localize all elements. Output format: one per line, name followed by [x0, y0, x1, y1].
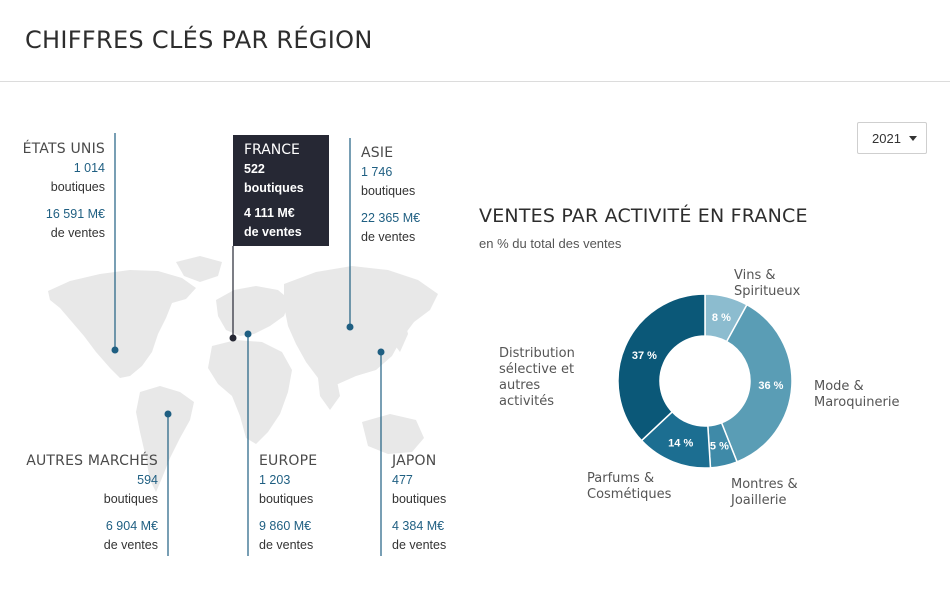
- region-france: FRANCE 522 boutiques 4 111 M€ de ventes: [233, 135, 329, 246]
- region-sales: 9 860 M€: [259, 519, 312, 533]
- map-japan: [394, 318, 408, 352]
- region-sales-label: de ventes: [259, 538, 314, 552]
- region-stores: 594: [137, 473, 158, 487]
- region-name: EUROPE: [259, 453, 318, 469]
- region-name: AUTRES MARCHÉS: [26, 453, 158, 469]
- region-name: ASIE: [361, 145, 394, 161]
- map-india: [318, 376, 340, 410]
- category-label-distribution: Distribution sélective et autres activit…: [499, 346, 575, 409]
- marker-france: [229, 334, 237, 342]
- region-sales-label: de ventes: [392, 538, 447, 552]
- category-label-mode: Mode & Maroquinerie: [814, 379, 900, 410]
- marker-etats-unis: [111, 346, 119, 354]
- region-sales: 22 365 M€: [361, 211, 421, 225]
- region-stores: 1 746: [361, 165, 393, 179]
- marker-japon: [377, 348, 385, 356]
- chart-subtitle: en % du total des ventes: [479, 236, 622, 251]
- category-label-vins: Vins & Spiritueux: [734, 268, 801, 299]
- region-stores-label: boutiques: [259, 492, 314, 506]
- map-greenland: [176, 256, 222, 282]
- map-north-america: [48, 270, 196, 378]
- category-label-parfums: Parfums & Cosmétiques: [587, 471, 672, 502]
- donut-slice-label: 36 %: [758, 380, 783, 392]
- map-europe: [216, 286, 290, 336]
- page-title: CHIFFRES CLÉS PAR RÉGION: [25, 26, 373, 54]
- marker-europe: [244, 330, 252, 338]
- region-sales-label: de ventes: [244, 225, 302, 239]
- region-europe: EUROPE 1 203 boutiques 9 860 M€ de vente…: [259, 452, 349, 555]
- donut-slice-label: 14 %: [668, 437, 693, 449]
- region-sales-label: de ventes: [103, 538, 158, 552]
- region-stores-label: boutiques: [361, 184, 416, 198]
- region-name: JAPON: [392, 453, 437, 469]
- category-label-montres: Montres & Joaillerie: [731, 477, 798, 508]
- donut-slice: [720, 303, 793, 463]
- region-stores: 477: [392, 473, 413, 487]
- region-name: ÉTATS UNIS: [22, 141, 105, 157]
- region-sales-label: de ventes: [50, 226, 105, 240]
- region-sales: 16 591 M€: [45, 207, 105, 221]
- donut-slice: [617, 293, 706, 442]
- map-africa: [208, 340, 292, 444]
- region-stores: 522: [244, 162, 265, 176]
- map-asia: [284, 266, 438, 384]
- region-stores-label: boutiques: [392, 492, 447, 506]
- region-autres-marches: AUTRES MARCHÉS 594 boutiques 6 904 M€ de…: [20, 452, 158, 555]
- region-japon: JAPON 477 boutiques 4 384 M€ de ventes: [392, 452, 462, 555]
- region-sales: 4 384 M€: [392, 519, 445, 533]
- year-select[interactable]: 2021: [857, 122, 927, 154]
- region-stores: 1 203: [259, 473, 291, 487]
- world-map: [48, 133, 438, 556]
- region-sales-label: de ventes: [361, 230, 416, 244]
- region-sales: 4 111 M€: [244, 206, 295, 220]
- map-south-america: [136, 386, 194, 492]
- region-stores-label: boutiques: [244, 181, 304, 195]
- donut-slice-label: 8 %: [712, 312, 731, 324]
- donut-slice-label: 37 %: [632, 350, 657, 362]
- chart-title: VENTES PAR ACTIVITÉ EN FRANCE: [479, 205, 808, 227]
- region-etats-unis: ÉTATS UNIS 1 014 boutiques 16 591 M€ de …: [20, 140, 105, 243]
- region-stores-label: boutiques: [50, 180, 105, 194]
- region-name: FRANCE: [244, 142, 300, 158]
- year-select-value: 2021: [872, 131, 901, 146]
- donut-slice-label: 5 %: [710, 440, 729, 452]
- marker-autres: [164, 410, 172, 418]
- region-stores-label: boutiques: [103, 492, 158, 506]
- title-divider: [0, 81, 950, 82]
- map-australia: [362, 414, 424, 454]
- marker-asie: [346, 323, 354, 331]
- chevron-down-icon: [909, 136, 917, 141]
- region-asie: ASIE 1 746 boutiques 22 365 M€ de ventes: [361, 144, 451, 247]
- region-sales: 6 904 M€: [105, 519, 158, 533]
- region-stores: 1 014: [73, 161, 105, 175]
